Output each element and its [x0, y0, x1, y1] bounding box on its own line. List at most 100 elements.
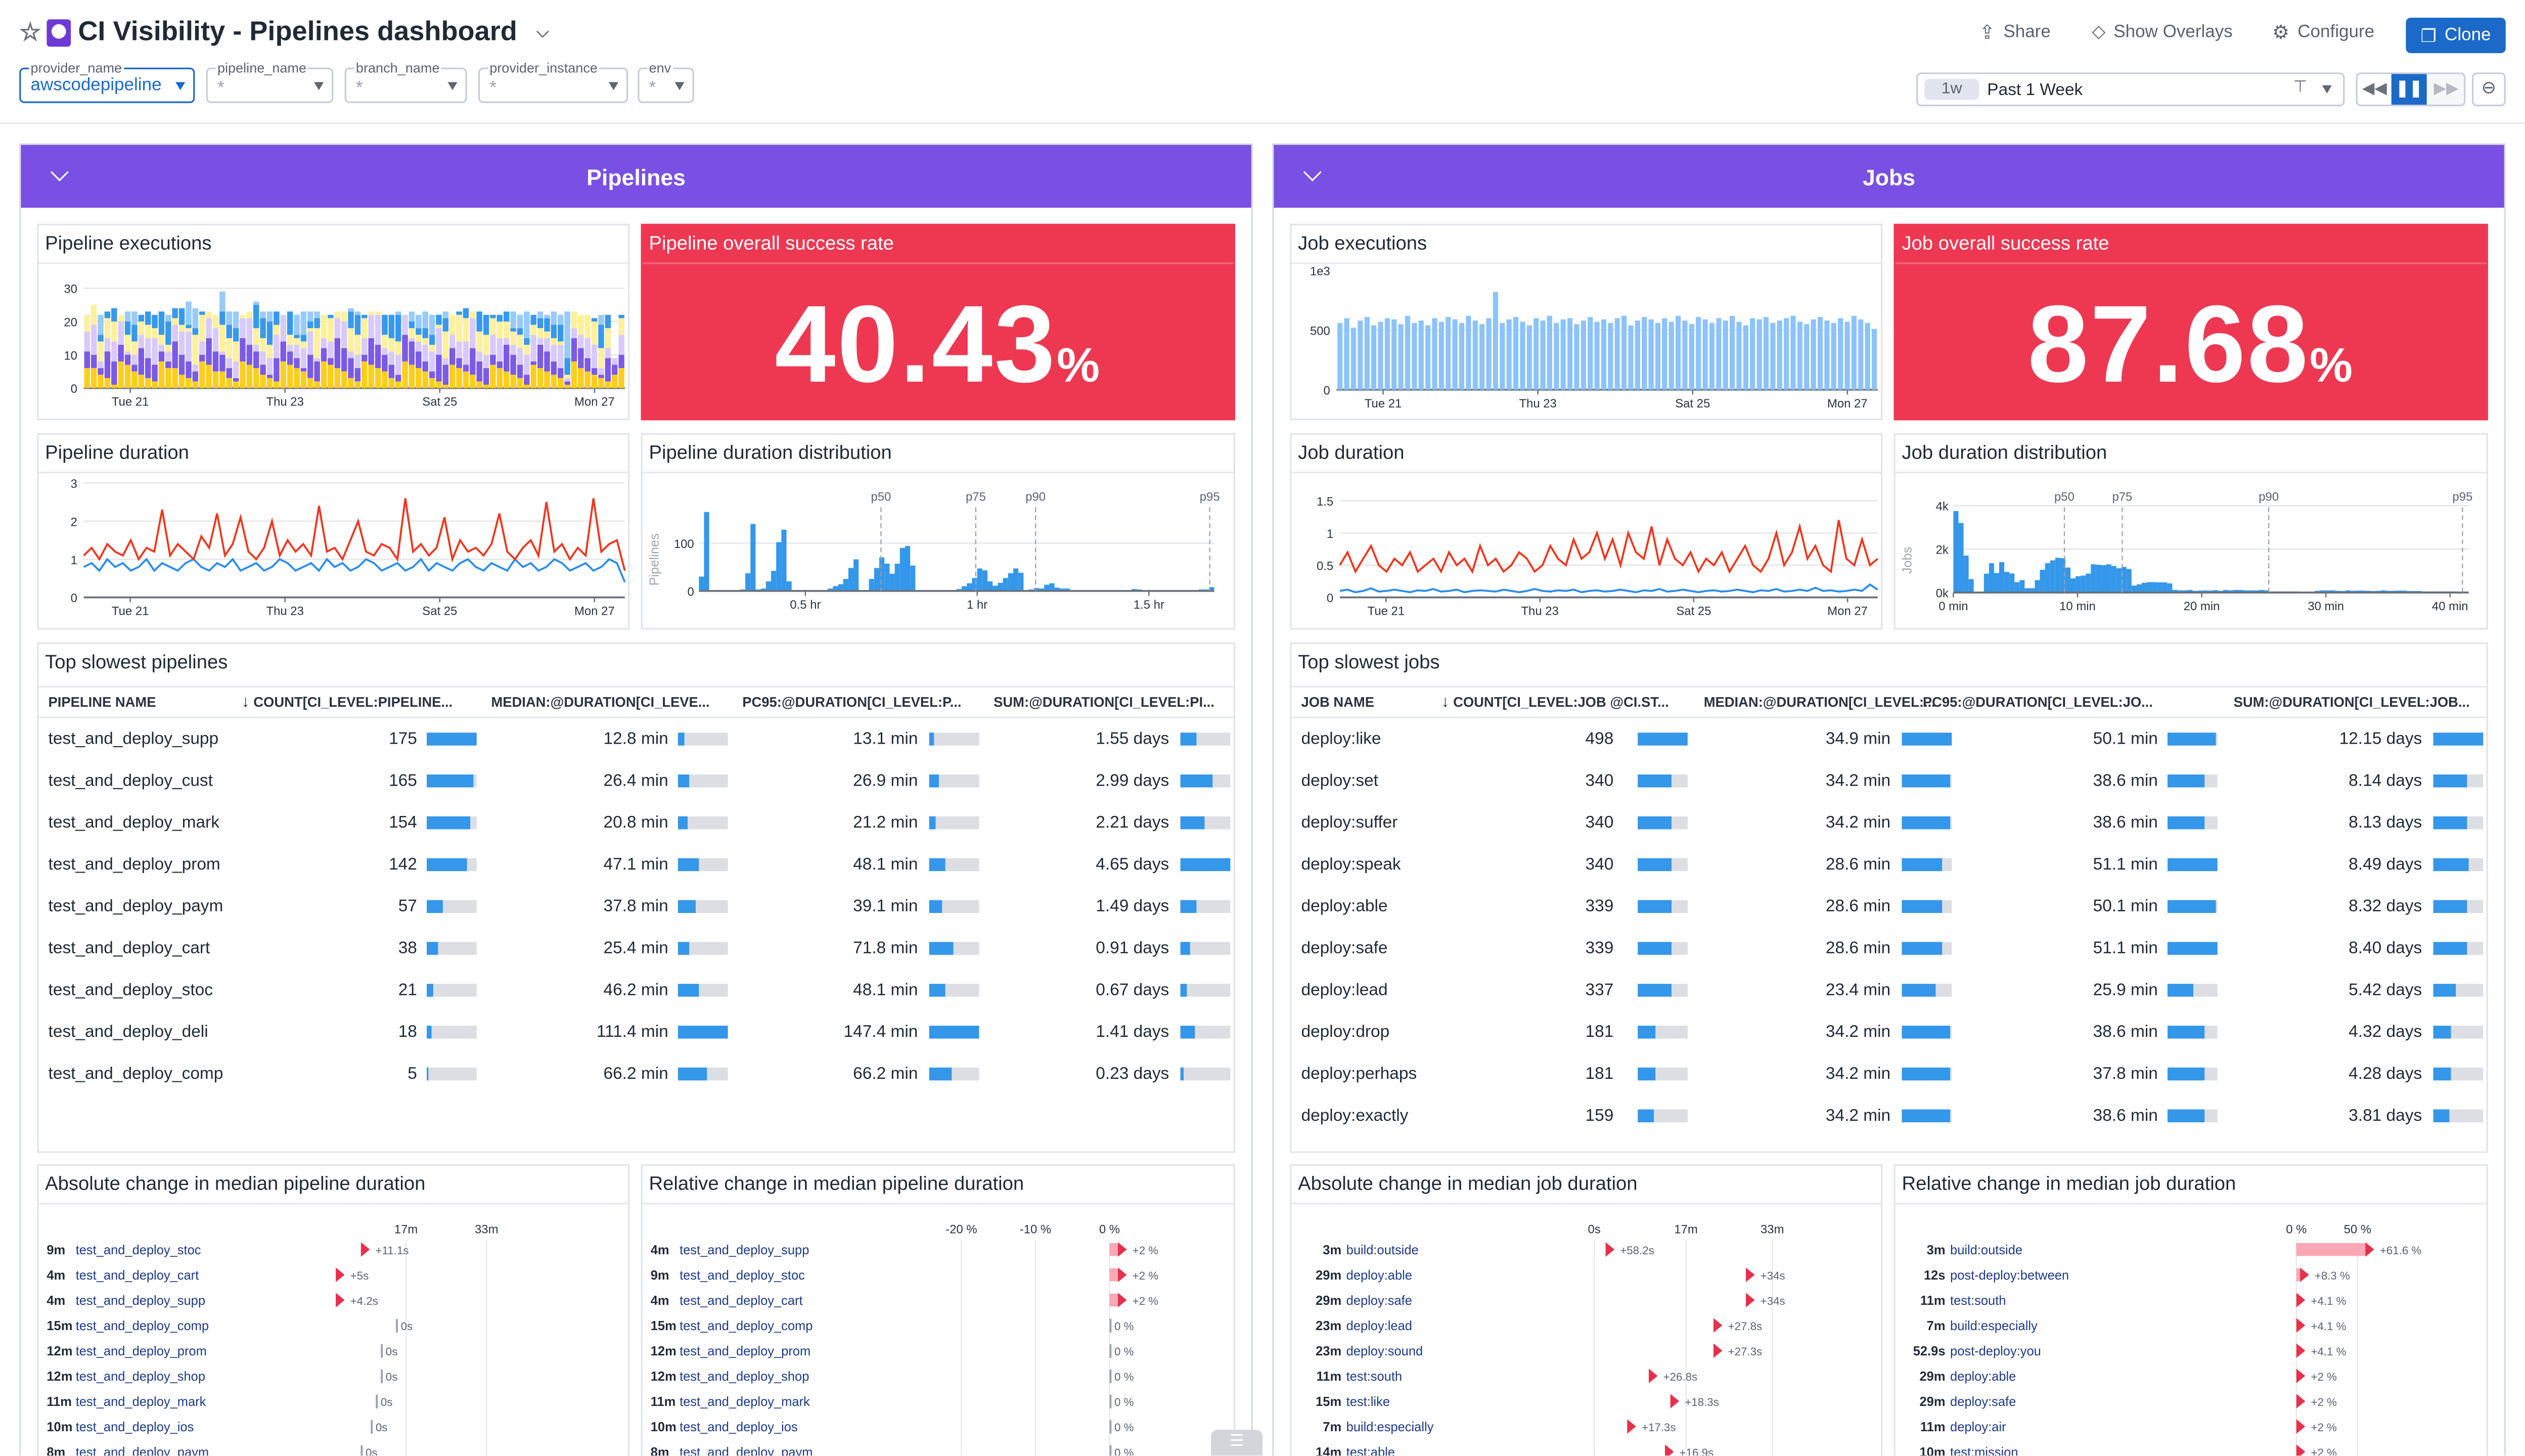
histogram-bar	[2167, 583, 2173, 593]
share-button[interactable]: ⇪ Share	[1979, 21, 2050, 43]
column-header-sum[interactable]: SUM:@DURATION[CI_LEVEL:JOB...	[2233, 694, 2470, 710]
cell-value: 339	[1585, 897, 1614, 917]
column-header-name[interactable]: PIPELINE NAME	[48, 694, 156, 710]
bar-segment	[409, 311, 415, 322]
bar-segment	[436, 328, 442, 355]
bar-segment	[449, 314, 456, 335]
caret-down-icon	[175, 82, 186, 90]
show-overlays-button[interactable]: ◇ Show Overlays	[2092, 21, 2233, 42]
bar	[1682, 321, 1688, 390]
chevron-down-icon[interactable]	[50, 163, 69, 181]
pin-icon[interactable]: ⊤	[2293, 79, 2308, 97]
cell-bar	[668, 900, 728, 913]
bar-segment	[362, 338, 368, 355]
table-row[interactable]: deploy:lead 337 23.4 min 25.9 min 5.42 days	[1301, 969, 2484, 1011]
table-row[interactable]: deploy:like 498 34.9 min 50.1 min 12.15 days	[1301, 718, 2484, 760]
value-bar	[427, 1025, 477, 1039]
table-row[interactable]: deploy:drop 181 34.2 min 38.6 min 4.32 days	[1301, 1011, 2484, 1053]
table-row[interactable]: deploy:able 339 28.6 min 50.1 min 8.32 days	[1301, 886, 2484, 928]
chevron-down-icon[interactable]	[1303, 163, 1322, 181]
table-row[interactable]: test_and_deploy_stoc 21 46.2 min 48.1 min 0.…	[49, 969, 1231, 1011]
bar-segment	[354, 314, 361, 335]
change-label: +61.6 %	[2380, 1244, 2422, 1257]
bar-segment	[354, 381, 361, 388]
bar-segment	[544, 331, 550, 338]
bar-segment	[307, 311, 313, 322]
bar-segment	[266, 345, 273, 358]
table-row[interactable]: test_and_deploy_cart 38 25.4 min 71.8 min 0.…	[49, 928, 1231, 970]
series-line	[83, 498, 626, 571]
time-range-picker[interactable]: 1w Past 1 Week ⊤	[1916, 72, 2345, 107]
table-row[interactable]: deploy:exactly 159 34.2 min 38.6 min 3.81 da…	[1301, 1095, 2484, 1137]
cell-value: 13.1 min	[853, 729, 918, 749]
bar-segment	[131, 325, 138, 342]
table-row[interactable]: test_and_deploy_mark 154 20.8 min 21.2 min 2…	[49, 802, 1231, 844]
column-header-name[interactable]: JOB NAME	[1301, 694, 1374, 710]
star-icon[interactable]: ☆	[19, 19, 41, 47]
bar	[1500, 323, 1505, 390]
table-row[interactable]: test_and_deploy_prom 142 47.1 min 48.1 min 4…	[49, 844, 1231, 886]
rewind-button[interactable]: ◀◀	[2362, 80, 2387, 99]
histogram-bar	[781, 529, 787, 591]
column-header-pc95[interactable]: PC95:@DURATION[CI_LEVEL:JO...	[1922, 694, 2153, 710]
clone-button[interactable]: ❐ Clone	[2406, 18, 2506, 54]
bar-segment	[226, 378, 232, 388]
chevron-down-icon[interactable]: ⌵	[536, 23, 549, 41]
bar-segment	[98, 375, 104, 388]
bar	[1790, 315, 1796, 390]
bar-segment	[98, 341, 104, 361]
table-row[interactable]: test_and_deploy_cust 165 26.4 min 26.9 min 2…	[49, 760, 1231, 802]
table-row[interactable]: test_and_deploy_comp 5 66.2 min 66.2 min 0.2…	[49, 1053, 1231, 1095]
change-label: 0s	[376, 1421, 388, 1434]
bar-segment	[266, 321, 273, 345]
bar-segment	[395, 341, 401, 355]
x-tick-label: Thu 23	[1519, 397, 1556, 411]
fast-forward-button[interactable]: ▶▶	[2426, 74, 2464, 105]
column-header-count[interactable]: ↓ COUNT[CI_LEVEL:PIPELINE...	[242, 694, 453, 712]
change-label: +27.8s	[1728, 1320, 1763, 1333]
cell-name: deploy:set	[1301, 771, 1378, 791]
bar-segment	[118, 345, 124, 361]
table-row[interactable]: deploy:speak 340 28.6 min 51.1 min 8.49 days	[1301, 844, 2484, 886]
table-row[interactable]: deploy:safe 339 28.6 min 51.1 min 8.40 days	[1301, 928, 2484, 970]
jobs-group-header[interactable]: Jobs	[1274, 145, 2504, 208]
table-row[interactable]: deploy:perhaps 181 34.2 min 37.8 min 4.28 da…	[1301, 1053, 2484, 1095]
table-row[interactable]: test_and_deploy_deli 18 111.4 min 147.4 min…	[49, 1011, 1231, 1053]
column-header-median[interactable]: MEDIAN:@DURATION[CI_LEVEL:...	[1703, 694, 1935, 710]
bar-segment	[490, 354, 496, 365]
cell-value: 3.81 days	[2349, 1106, 2422, 1126]
value-bar	[678, 1067, 728, 1081]
column-header-median[interactable]: MEDIAN:@DURATION[CI_LEVE...	[491, 694, 710, 710]
bar-segment	[611, 375, 618, 388]
pipelines-group-header[interactable]: Pipelines	[21, 145, 1251, 208]
axis-tick-label: 33m	[1761, 1223, 1784, 1237]
cell-bar	[2422, 1025, 2484, 1039]
bar-segment	[429, 345, 435, 352]
bar-segment	[591, 321, 598, 345]
filter-branch-name[interactable]: branch_name *	[344, 59, 467, 103]
filter-provider-instance[interactable]: provider_instance *	[478, 59, 628, 103]
histogram-bar	[776, 542, 782, 591]
value-bar-fill	[2168, 942, 2218, 955]
pause-button[interactable]: ❚❚	[2391, 74, 2427, 105]
configure-button[interactable]: ⚙ Configure	[2272, 21, 2374, 43]
table-row[interactable]: deploy:set 340 34.2 min 38.6 min 8.14 days	[1301, 760, 2484, 802]
zoom-out-button[interactable]: ⊖	[2471, 72, 2506, 107]
caret-down-icon[interactable]	[2322, 85, 2332, 94]
bar-segment	[517, 328, 523, 335]
column-header-pc95[interactable]: PC95:@DURATION[CI_LEVEL:P...	[742, 694, 962, 710]
cell-value: 39.1 min	[853, 897, 918, 917]
bar-segment	[104, 318, 111, 338]
column-header-count[interactable]: ↓ COUNT[CI_LEVEL:JOB @CI.ST...	[1441, 694, 1669, 712]
filter-pipeline-name[interactable]: pipeline_name *	[206, 59, 334, 103]
column-header-sum[interactable]: SUM:@DURATION[CI_LEVEL:PI...	[994, 694, 1214, 710]
table-row[interactable]: test_and_deploy_supp 175 12.8 min 13.1 min 1…	[49, 718, 1231, 760]
filter-provider-name[interactable]: provider_name awscodepipeline	[19, 59, 195, 103]
histogram-bar	[704, 512, 709, 591]
filter-env[interactable]: env *	[638, 59, 694, 103]
table-row[interactable]: test_and_deploy_paym 57 37.8 min 39.1 min 1.…	[49, 886, 1231, 928]
table-row[interactable]: deploy:suffer 340 34.2 min 38.6 min 8.13 day…	[1301, 802, 2484, 844]
page-title: CI Visibility - Pipelines dashboard	[78, 16, 517, 47]
legend-toggle-icon[interactable]: ☰	[1211, 1430, 1263, 1456]
no-change-marker	[360, 1445, 363, 1456]
